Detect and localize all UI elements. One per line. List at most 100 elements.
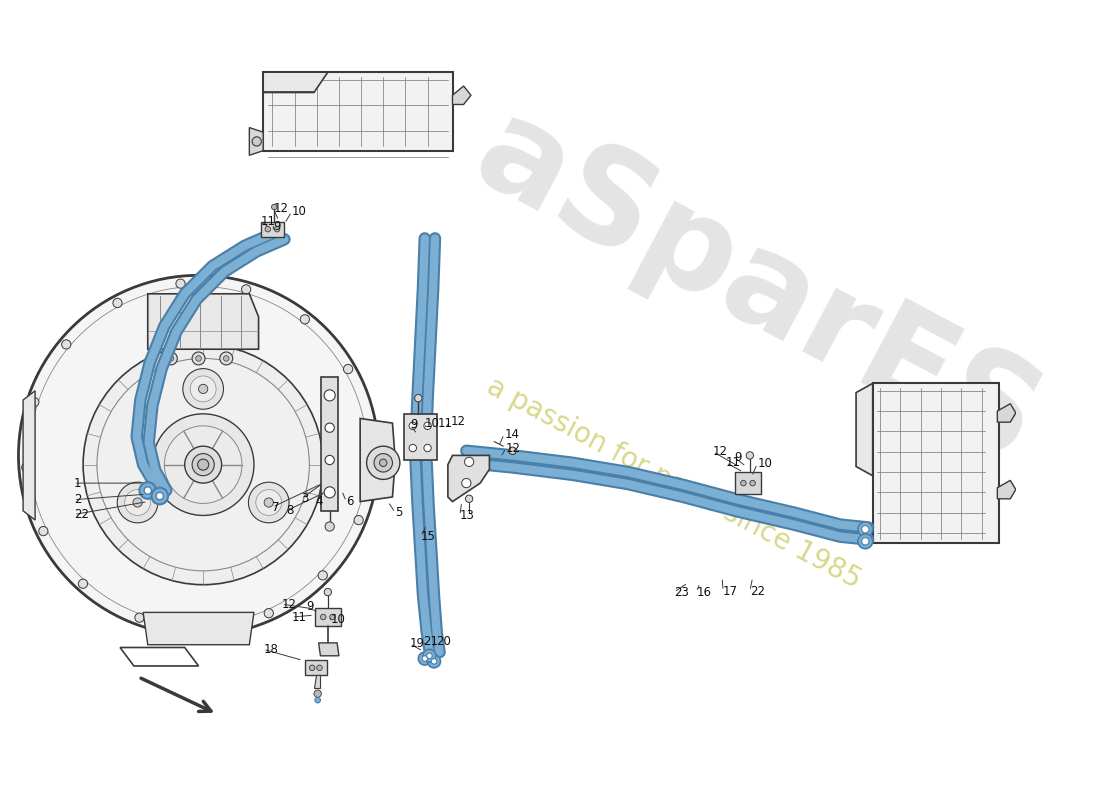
Text: 20: 20 [436,634,451,647]
Circle shape [464,458,474,466]
Circle shape [164,352,177,365]
Circle shape [176,279,185,288]
Circle shape [249,482,289,523]
Circle shape [428,655,440,668]
Circle shape [354,515,363,525]
Circle shape [315,698,320,703]
Circle shape [422,650,436,662]
Circle shape [409,444,417,452]
Circle shape [78,579,88,588]
Polygon shape [998,404,1015,422]
Circle shape [242,285,251,294]
Polygon shape [120,647,198,666]
Text: 19: 19 [410,638,425,650]
Circle shape [427,653,432,658]
Circle shape [223,356,229,362]
Text: 22: 22 [750,585,764,598]
Circle shape [153,414,254,515]
Circle shape [264,609,274,618]
Circle shape [22,463,31,472]
Circle shape [252,137,262,146]
Circle shape [858,522,872,537]
Circle shape [424,444,431,452]
Text: 11: 11 [261,215,275,228]
Polygon shape [250,127,263,155]
Circle shape [274,226,279,232]
Circle shape [324,390,336,401]
Circle shape [324,487,336,498]
Circle shape [740,480,746,486]
Circle shape [185,446,221,483]
Polygon shape [263,72,452,150]
Circle shape [418,652,431,665]
Circle shape [366,446,400,479]
Text: 12: 12 [506,442,521,454]
Polygon shape [262,222,284,237]
Text: 10: 10 [425,417,440,430]
Text: 17: 17 [723,585,738,598]
Circle shape [343,365,353,374]
Text: 1: 1 [74,477,81,490]
Text: 7: 7 [273,501,279,514]
Text: 2: 2 [74,494,81,506]
Circle shape [366,450,376,460]
Circle shape [198,459,209,470]
Polygon shape [404,414,437,460]
Circle shape [135,613,144,622]
Circle shape [324,588,331,596]
Circle shape [858,534,872,549]
Circle shape [62,340,70,349]
Circle shape [379,459,387,466]
Polygon shape [314,675,320,688]
Circle shape [431,658,437,664]
Polygon shape [319,643,339,656]
Circle shape [746,452,754,459]
Polygon shape [147,294,258,350]
Circle shape [365,426,374,436]
Text: 4: 4 [316,495,323,508]
Text: 15: 15 [421,530,436,543]
Circle shape [30,398,38,406]
Circle shape [190,376,216,402]
Circle shape [84,345,323,585]
Circle shape [309,665,315,670]
Text: 8: 8 [286,504,294,518]
Circle shape [168,356,174,362]
Circle shape [113,298,122,307]
Text: 9: 9 [410,418,418,431]
Text: 10: 10 [331,614,345,626]
Text: 12: 12 [451,414,465,428]
Circle shape [750,480,756,486]
Text: 12: 12 [282,598,297,610]
Text: 13: 13 [460,509,475,522]
Circle shape [861,538,869,545]
Circle shape [97,358,309,571]
Text: 21: 21 [422,634,438,647]
Text: 16: 16 [696,586,712,598]
Circle shape [509,447,516,454]
Text: 10: 10 [292,205,307,218]
Circle shape [39,526,48,536]
Text: a passion for parts since 1985: a passion for parts since 1985 [482,372,866,594]
Circle shape [124,490,151,515]
Text: aSparES: aSparES [454,88,1059,490]
Circle shape [192,454,215,476]
Circle shape [318,570,328,580]
Polygon shape [735,472,761,494]
Circle shape [326,423,334,432]
Text: 11: 11 [726,456,740,470]
Polygon shape [872,383,999,543]
Text: 12: 12 [713,446,728,458]
Circle shape [133,498,142,507]
Polygon shape [856,383,872,476]
Text: 23: 23 [674,586,689,598]
Polygon shape [315,608,341,626]
Circle shape [220,352,233,365]
Text: 22: 22 [74,508,89,521]
Text: 18: 18 [263,643,278,656]
Text: 6: 6 [346,495,354,508]
Circle shape [198,384,208,394]
Text: 11: 11 [292,610,307,623]
Circle shape [300,314,309,324]
Circle shape [140,482,156,499]
